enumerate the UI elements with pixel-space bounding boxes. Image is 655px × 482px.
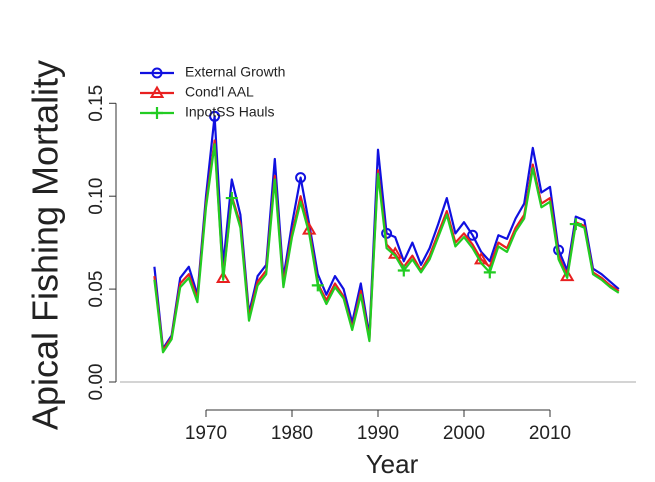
series-marker	[569, 218, 582, 231]
series-marker	[397, 264, 410, 277]
x-tick-label: 1980	[271, 423, 313, 444]
x-tick-label: 2000	[443, 423, 485, 444]
legend-label: External Growth	[185, 64, 285, 80]
x-tick-label: 2010	[529, 423, 571, 444]
series-marker	[311, 279, 324, 292]
series-line	[153, 115, 620, 350]
y-axis-label: Apical Fishing Mortality	[25, 60, 66, 430]
series-marker	[209, 110, 221, 122]
series-marker	[467, 229, 479, 241]
series-marker	[225, 192, 238, 205]
x-axis-label: Year	[366, 449, 419, 479]
legend-marker	[151, 107, 163, 119]
series-marker	[295, 172, 307, 184]
series	[153, 143, 620, 354]
legend-label: InpotSS Hauls	[185, 104, 275, 120]
y-tick-label: 0.10	[86, 178, 107, 215]
x-tick-label: 1990	[357, 423, 399, 444]
y-tick-label: 0.05	[86, 271, 107, 308]
legend-label: Cond'l AAL	[185, 84, 254, 100]
y-tick-label: 0.00	[86, 364, 107, 401]
series-marker	[483, 266, 496, 279]
legend-marker	[151, 67, 163, 79]
series-marker	[215, 270, 231, 283]
x-tick-label: 1970	[185, 423, 227, 444]
legend-marker	[149, 85, 165, 98]
series	[153, 110, 620, 350]
series-marker	[559, 268, 575, 282]
y-tick-label: 0.15	[86, 85, 107, 122]
